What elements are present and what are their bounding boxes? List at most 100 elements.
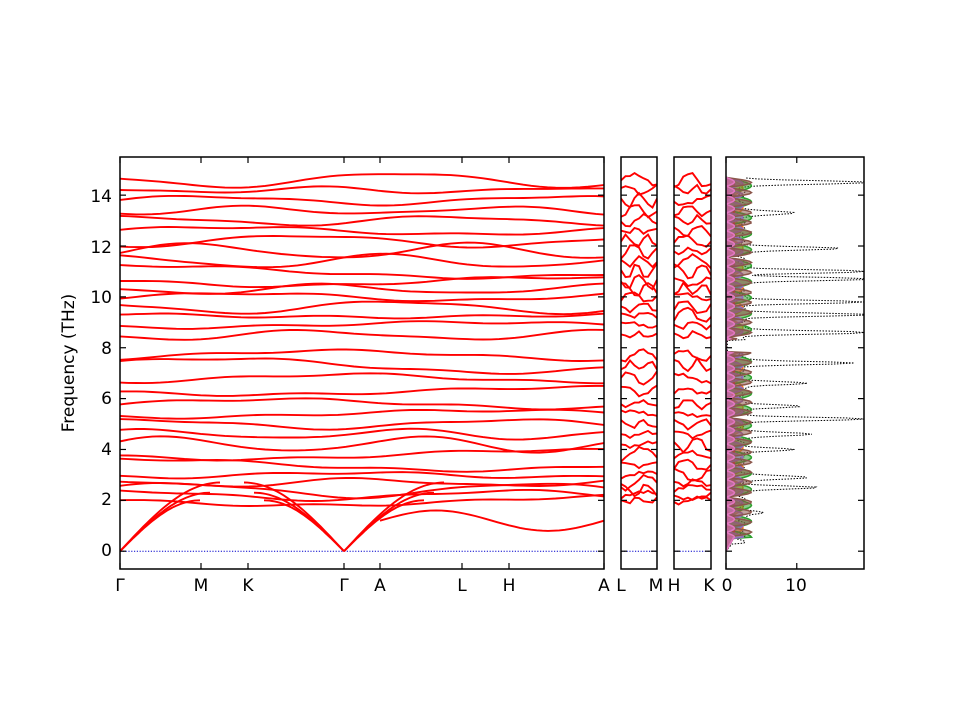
x-tick-label-gamma: Γ — [339, 576, 349, 596]
phonon-band — [621, 244, 657, 260]
phonon-band — [120, 252, 604, 269]
phonon-band — [621, 370, 657, 386]
phonon-band — [120, 226, 604, 236]
phonon-band — [674, 234, 711, 248]
y-axis-label: Frequency (THz) — [59, 294, 79, 433]
phonon-band — [674, 292, 711, 302]
phonon-band — [621, 302, 657, 314]
y-tick-label: 8 — [101, 339, 112, 359]
phonon-band — [674, 300, 711, 315]
y-tick-label: 4 — [101, 440, 112, 460]
acoustic-branch — [243, 481, 345, 552]
acoustic-branch — [263, 499, 345, 552]
acoustic-branch — [379, 509, 604, 532]
panel-3-frame — [673, 156, 712, 570]
acoustic-branch — [120, 481, 221, 552]
phonon-band — [621, 226, 657, 236]
phonon-band — [120, 204, 604, 216]
phonon-band — [674, 172, 711, 189]
panel-2-bands — [621, 171, 657, 552]
x-tick-label-m: M — [194, 576, 209, 596]
phonon-band — [674, 281, 711, 296]
phonon-band — [621, 445, 657, 463]
phonon-band — [621, 409, 657, 417]
phonon-band — [674, 478, 711, 488]
acoustic-branch — [343, 491, 435, 552]
phonon-band — [674, 276, 711, 288]
panel-1-bands — [120, 173, 604, 552]
phonon-band — [674, 263, 711, 280]
phonon-band — [674, 253, 711, 269]
phonon-band — [674, 225, 711, 238]
phonon-band — [674, 484, 711, 493]
phonon-band — [120, 477, 604, 488]
x-tick-label-h: H — [503, 576, 516, 596]
x-tick-label-l: L — [457, 576, 467, 596]
phonon-band — [120, 320, 604, 330]
phonon-band — [621, 262, 657, 279]
phonon-band — [621, 274, 657, 291]
phonon-band — [120, 264, 604, 280]
phonon-band — [674, 458, 711, 471]
x-tick-label-h: H — [668, 576, 681, 596]
y-tick-label: 0 — [101, 541, 112, 561]
phonon-band — [120, 276, 604, 289]
acoustic-branch — [120, 499, 201, 552]
phonon-band — [621, 473, 657, 492]
phonon-band — [621, 281, 657, 297]
y-tick-label: 10 — [90, 288, 112, 308]
phonon-band — [120, 427, 604, 441]
phonon-band — [120, 282, 604, 295]
phonon-band — [621, 496, 657, 505]
phonon-band — [621, 489, 657, 500]
phonon-band — [621, 183, 657, 196]
phonon-band — [674, 194, 711, 206]
phonon-band — [120, 312, 604, 320]
y-tick-labels: 0 2 4 6 8 10 12 14 — [90, 187, 112, 561]
y-tick-label: 2 — [101, 490, 112, 510]
y-tick-label: 14 — [90, 187, 112, 207]
phonon-band — [120, 185, 604, 195]
phonon-band — [120, 173, 604, 189]
phonon-band — [674, 183, 711, 195]
phonon-band — [674, 437, 711, 454]
phonon-band — [674, 491, 711, 501]
total-dos-curve — [726, 177, 864, 552]
dos-panel-frame — [725, 156, 865, 570]
panel-2-frame — [620, 156, 658, 570]
phonon-band — [120, 214, 604, 227]
y-tick-label: 6 — [101, 389, 112, 409]
phonon-band — [674, 330, 711, 340]
x-tick-label-gamma: Γ — [115, 576, 125, 596]
phonon-band — [120, 471, 604, 480]
phonon-band — [674, 418, 711, 431]
phonon-band — [120, 397, 604, 411]
phonon-band — [674, 387, 711, 395]
phonon-band — [621, 470, 657, 480]
acoustic-branch — [343, 499, 425, 552]
phonon-band — [674, 411, 711, 419]
phonon-band — [621, 254, 657, 269]
phonon-band — [674, 467, 711, 482]
dos-x-tick-label: 10 — [785, 576, 807, 596]
phonon-band — [674, 399, 711, 411]
phonon-band — [674, 372, 711, 385]
phonon-band — [120, 408, 604, 420]
phonon-band — [621, 358, 657, 371]
phonon-band — [120, 348, 604, 362]
phonon-band — [120, 435, 604, 454]
phonon-band — [621, 440, 657, 450]
phonon-band — [674, 321, 711, 331]
phonon-band — [120, 241, 604, 259]
phonon-band — [674, 449, 711, 460]
phonon-band — [120, 292, 604, 303]
phonon-band — [120, 447, 604, 462]
x-tick-label-m: M — [649, 576, 664, 596]
phonon-band — [621, 312, 657, 319]
phonon-band — [674, 246, 711, 256]
phonon-band — [674, 205, 711, 218]
phonon-band — [120, 384, 604, 397]
y-tick-label: 12 — [90, 238, 112, 258]
phonon-band — [621, 429, 657, 440]
